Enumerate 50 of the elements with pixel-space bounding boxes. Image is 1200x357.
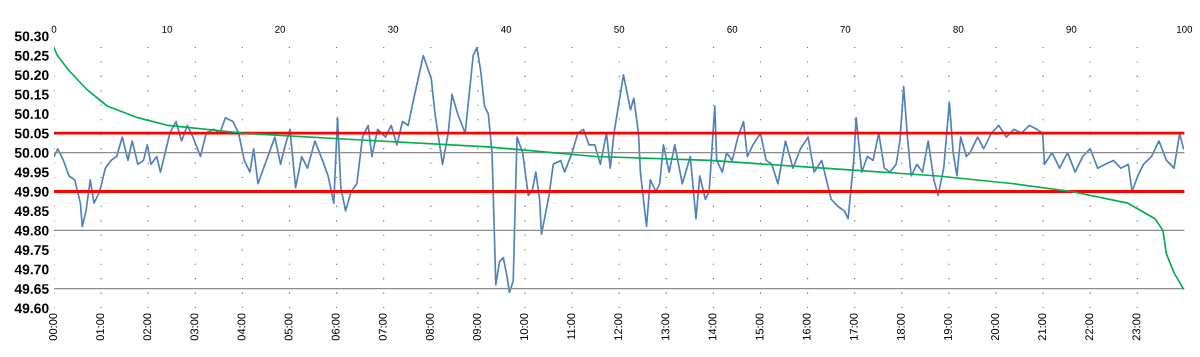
y-tick-label: 49.90 (14, 186, 49, 197)
x2-tick-label: 50 (614, 25, 625, 33)
x-tick-label: 17:00 (849, 313, 858, 340)
y-tick-label: 50.25 (14, 50, 49, 61)
y-tick-label: 49.70 (14, 264, 49, 275)
x2-tick-label: 20 (275, 25, 286, 33)
x-tick-label: 13:00 (661, 313, 670, 340)
x-tick-label: 19:00 (944, 313, 952, 340)
y-tick-label: 50.20 (14, 70, 49, 81)
y-tick-label: 50.15 (14, 89, 49, 100)
y-tick-label: 50.05 (14, 128, 49, 139)
x-tick-label: 07:00 (378, 313, 387, 341)
x-tick-label: 18:00 (896, 313, 905, 340)
y-tick-label: 49.80 (14, 225, 49, 236)
x-tick-label: 02:00 (143, 313, 152, 341)
y-tick-label: 49.65 (14, 283, 49, 294)
x-tick-label: 00:00 (49, 313, 57, 341)
x-tick-label: 03:00 (190, 313, 199, 341)
x-tick-label: 09:00 (473, 313, 481, 341)
y-tick-label: 49.75 (14, 245, 49, 255)
x2-tick-label: 40 (500, 25, 512, 33)
x-tick-label: 05:00 (284, 313, 293, 341)
y-tick-label: 50.30 (14, 31, 49, 42)
x2-tick-label: 30 (388, 25, 399, 33)
x2-tick-label: 100 (1177, 25, 1193, 33)
x2-tick-label: 90 (1066, 25, 1077, 33)
x-tick-label: 15:00 (755, 313, 764, 340)
x-tick-label: 16:00 (802, 313, 811, 340)
x-tick-label: 20:00 (991, 313, 999, 341)
x-tick-label: 11:00 (567, 313, 576, 340)
y-tick-label: 50.00 (14, 147, 49, 158)
x2-tick-label: 70 (840, 25, 851, 33)
y-tick-label: 49.95 (14, 167, 49, 178)
x-tick-label: 10:00 (520, 313, 528, 340)
x-tick-label: 01:00 (96, 313, 105, 341)
x-tick-label: 12:00 (614, 313, 623, 340)
x-tick-label: 04:00 (237, 313, 246, 341)
x2-tick-label: 0 (51, 25, 57, 33)
x2-tick-label: 80 (953, 25, 964, 33)
x-tick-label: 23:00 (1132, 313, 1141, 341)
x-tick-label: 06:00 (331, 313, 340, 341)
x-tick-label: 21:00 (1038, 313, 1047, 341)
y-tick-label: 49.60 (14, 303, 49, 314)
y-tick-label: 49.85 (14, 206, 49, 217)
x-tick-label: 22:00 (1085, 313, 1094, 341)
x2-tick-label: 60 (727, 25, 738, 33)
y-tick-label: 50.10 (14, 109, 49, 119)
x-tick-label: 08:00 (425, 313, 434, 341)
x2-tick-label: 10 (162, 25, 173, 33)
x-tick-label: 14:00 (708, 313, 717, 340)
